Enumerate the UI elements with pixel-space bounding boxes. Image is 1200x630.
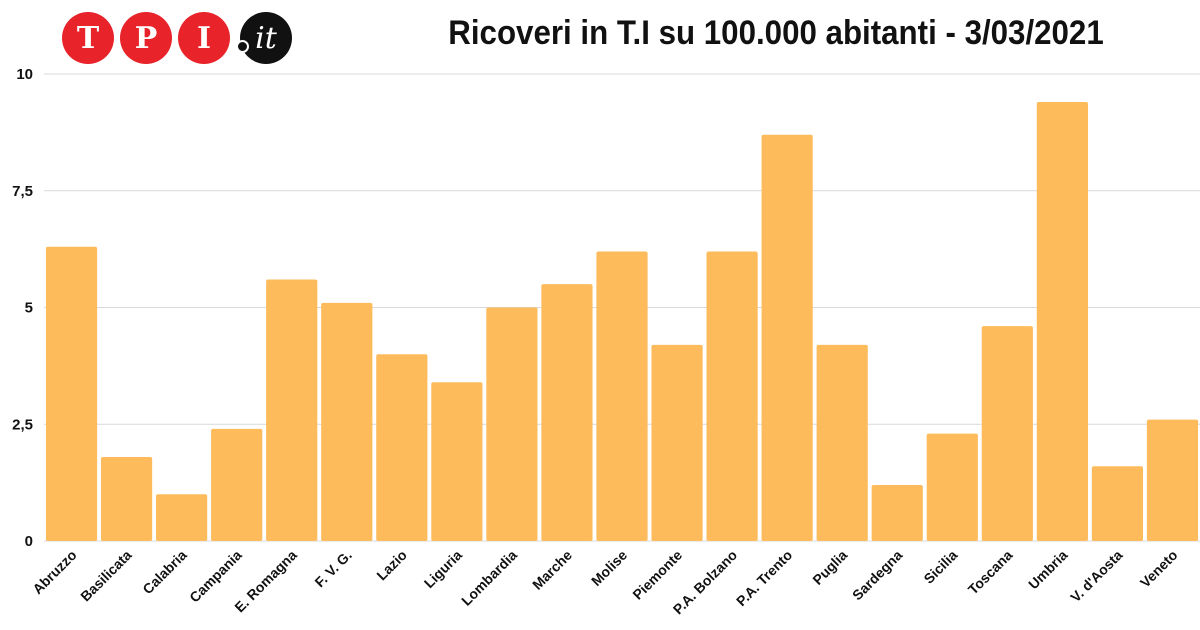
bar (871, 484, 923, 541)
bar (651, 344, 703, 541)
bar (541, 284, 593, 541)
bar (45, 246, 98, 542)
x-category-label: Lombardia (458, 547, 520, 609)
bar (1036, 102, 1088, 542)
y-tick-label: 0 (25, 533, 33, 550)
bar (981, 326, 1033, 541)
bar (816, 344, 868, 541)
x-category-label: Lazio (373, 547, 410, 584)
x-category-label: Marche (529, 547, 575, 593)
x-category-label: Molise (588, 547, 630, 589)
chart-title: Ricoveri in T.I su 100.000 abitanti - 3/… (448, 14, 1104, 52)
y-tick-label: 7,5 (12, 183, 33, 200)
bar (706, 251, 758, 541)
y-tick-label: 10 (16, 66, 33, 83)
logo-dot-icon (236, 40, 249, 53)
logo-suffix: it (255, 20, 277, 56)
y-tick-label: 5 (25, 300, 33, 317)
x-category-label: Basilicata (77, 547, 135, 605)
bars (45, 102, 1199, 542)
bar (376, 354, 428, 541)
x-category-label: Piemonte (629, 547, 685, 603)
tpi-logo: T P I it (62, 12, 292, 64)
logo-letter-i: I (178, 12, 230, 64)
x-category-label: V. d'Aosta (1067, 547, 1126, 606)
bar (211, 428, 263, 541)
logo-it-badge: it (236, 12, 292, 64)
bar (266, 279, 318, 541)
bar (156, 494, 208, 541)
x-category-label: Abruzzo (29, 547, 79, 597)
x-category-label: F. V. G. (311, 547, 354, 590)
x-category-label: Puglia (809, 547, 850, 588)
bar (100, 456, 153, 541)
y-tick-label: 2,5 (12, 416, 33, 433)
x-category-label: P.A. Trento (733, 547, 795, 609)
x-category-label: Umbria (1025, 547, 1071, 593)
bar (486, 307, 538, 541)
bar (596, 251, 648, 541)
x-category-label: Campania (186, 547, 245, 606)
bar (1146, 419, 1199, 541)
bar (321, 302, 373, 541)
logo-letter-p: P (120, 12, 172, 64)
x-category-label: Sicilia (920, 547, 960, 587)
x-category-label: Sardegna (849, 547, 906, 604)
bar (1091, 466, 1144, 541)
x-category-label: Toscana (965, 547, 1016, 598)
x-category-label: Calabria (139, 547, 190, 598)
bar (431, 382, 483, 541)
x-category-label: Veneto (1137, 547, 1181, 591)
x-category-label: Liguria (421, 547, 465, 591)
bar (926, 433, 978, 541)
logo-letter-t: T (62, 12, 114, 64)
y-axis-ticks: 0 2,5 5 7,5 10 (12, 66, 33, 550)
bar (761, 134, 813, 541)
